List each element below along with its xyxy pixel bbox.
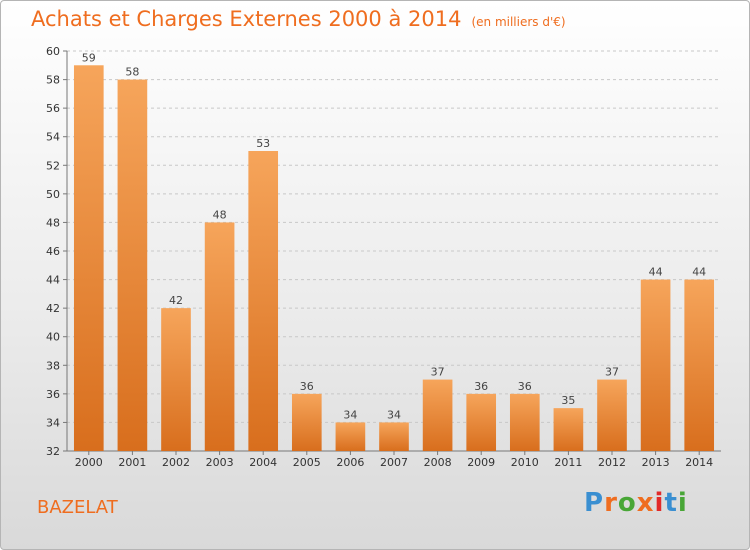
data-label: 37 bbox=[605, 366, 619, 379]
chart-title: Achats et Charges Externes 2000 à 2014 (e… bbox=[31, 7, 566, 31]
x-tick-label: 2012 bbox=[598, 456, 626, 469]
data-label: 35 bbox=[561, 394, 575, 407]
x-tick-label: 2005 bbox=[293, 456, 321, 469]
y-tick-label: 44 bbox=[46, 274, 60, 287]
logo-letter: i bbox=[677, 488, 688, 518]
chart-title-text: Achats et Charges Externes 2000 à 2014 bbox=[31, 7, 462, 31]
logo-letter: P bbox=[584, 488, 605, 518]
y-tick-label: 60 bbox=[46, 45, 60, 58]
data-label: 44 bbox=[692, 266, 706, 279]
x-tick-label: 2004 bbox=[249, 456, 277, 469]
y-tick-label: 40 bbox=[46, 331, 60, 344]
bar-2010 bbox=[509, 393, 540, 451]
x-tick-label: 2014 bbox=[685, 456, 713, 469]
bar-2004 bbox=[248, 151, 279, 451]
y-tick-label: 50 bbox=[46, 188, 60, 201]
x-tick-label: 2009 bbox=[467, 456, 495, 469]
bar-2007 bbox=[379, 422, 409, 451]
bar-2000 bbox=[73, 65, 104, 452]
bar-2009 bbox=[466, 393, 497, 451]
bar-2005 bbox=[291, 393, 322, 451]
data-label: 36 bbox=[518, 380, 532, 393]
logo-letter: x bbox=[636, 488, 655, 518]
bar-2012 bbox=[597, 379, 627, 451]
x-tick-label: 2008 bbox=[424, 456, 452, 469]
data-label: 53 bbox=[256, 137, 270, 150]
y-tick-label: 52 bbox=[46, 159, 60, 172]
data-label: 58 bbox=[125, 66, 139, 79]
bar-2013 bbox=[640, 279, 671, 451]
y-tick-label: 48 bbox=[46, 216, 60, 229]
bar-2002 bbox=[161, 308, 191, 451]
y-tick-label: 32 bbox=[46, 445, 60, 458]
x-tick-label: 2003 bbox=[206, 456, 234, 469]
data-label: 44 bbox=[649, 266, 663, 279]
logo-letter: r bbox=[604, 488, 618, 518]
y-tick-label: 34 bbox=[46, 416, 60, 429]
y-tick-label: 42 bbox=[46, 302, 60, 315]
bar-2008 bbox=[422, 379, 453, 451]
data-label: 34 bbox=[387, 408, 401, 421]
logo-letter: i bbox=[654, 488, 665, 518]
x-tick-label: 2013 bbox=[642, 456, 670, 469]
data-label: 42 bbox=[169, 294, 183, 307]
bar-2001 bbox=[117, 79, 148, 452]
y-tick-label: 46 bbox=[46, 245, 60, 258]
x-tick-label: 2011 bbox=[554, 456, 582, 469]
x-tick-label: 2006 bbox=[336, 456, 364, 469]
y-tick-label: 56 bbox=[46, 102, 60, 115]
x-tick-label: 2000 bbox=[75, 456, 103, 469]
data-label: 59 bbox=[82, 51, 96, 64]
x-tick-label: 2010 bbox=[511, 456, 539, 469]
bar-2011 bbox=[553, 408, 584, 451]
data-label: 36 bbox=[474, 380, 488, 393]
location-label: BAZELAT bbox=[37, 497, 118, 518]
y-tick-label: 54 bbox=[46, 131, 60, 144]
x-tick-label: 2002 bbox=[162, 456, 190, 469]
y-tick-label: 36 bbox=[46, 388, 60, 401]
data-label: 36 bbox=[300, 380, 314, 393]
logo-letter: t bbox=[664, 488, 678, 518]
bar-2006 bbox=[335, 422, 366, 451]
proxiti-logo: Proxiti bbox=[584, 488, 688, 518]
data-label: 48 bbox=[213, 208, 227, 221]
bar-2003 bbox=[204, 222, 235, 451]
x-tick-label: 2007 bbox=[380, 456, 408, 469]
y-tick-label: 38 bbox=[46, 359, 60, 372]
data-label: 37 bbox=[431, 366, 445, 379]
logo-letter: o bbox=[617, 488, 637, 518]
chart-unit: (en milliers d'€) bbox=[471, 15, 566, 29]
data-label: 34 bbox=[343, 408, 357, 421]
x-tick-label: 2001 bbox=[118, 456, 146, 469]
bar-2014 bbox=[684, 279, 715, 451]
y-tick-label: 58 bbox=[46, 74, 60, 87]
